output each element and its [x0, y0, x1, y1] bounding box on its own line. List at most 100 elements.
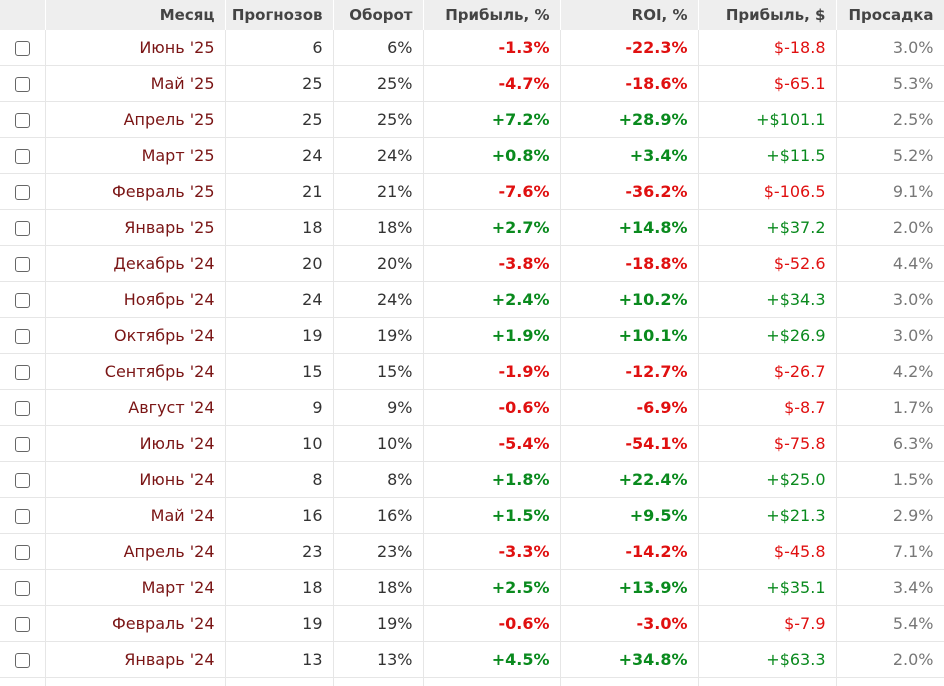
cell-month[interactable]: Июнь '24: [45, 462, 225, 498]
cell-profit-pct: +2.4%: [423, 282, 560, 318]
row-checkbox[interactable]: [0, 30, 45, 66]
header-month[interactable]: Месяц: [45, 0, 225, 30]
row-checkbox[interactable]: [0, 498, 45, 534]
header-profit-pct[interactable]: Прибыль, %: [423, 0, 560, 30]
row-checkbox[interactable]: [0, 426, 45, 462]
cell-forecasts: 21: [225, 174, 333, 210]
checkbox[interactable]: [15, 581, 30, 596]
cell-month[interactable]: Март '25: [45, 138, 225, 174]
cell-month[interactable]: Декабрь '24: [45, 246, 225, 282]
row-checkbox[interactable]: [0, 246, 45, 282]
cell-drawdown: 2.5%: [836, 102, 944, 138]
cell-month[interactable]: Июнь '25: [45, 30, 225, 66]
row-checkbox[interactable]: [0, 138, 45, 174]
cell-month[interactable]: Январь '25: [45, 210, 225, 246]
cell-profit-usd: $-7.9: [698, 606, 836, 642]
checkbox[interactable]: [15, 617, 30, 632]
cell-month[interactable]: Март '24: [45, 570, 225, 606]
cell-turnover: 24%: [333, 138, 423, 174]
row-checkbox[interactable]: [0, 282, 45, 318]
row-checkbox[interactable]: [0, 642, 45, 678]
header-roi[interactable]: ROI, %: [560, 0, 698, 30]
row-checkbox[interactable]: [0, 534, 45, 570]
row-checkbox[interactable]: [0, 318, 45, 354]
cell-month[interactable]: Январь '24: [45, 642, 225, 678]
cell-forecasts: 19: [225, 318, 333, 354]
cell-profit-pct: -7.6%: [423, 174, 560, 210]
row-checkbox[interactable]: [0, 390, 45, 426]
cell-profit-usd: +$26.9: [698, 318, 836, 354]
cell-month[interactable]: Сентябрь '24: [45, 354, 225, 390]
cell-forecasts: 23: [225, 534, 333, 570]
checkbox[interactable]: [15, 437, 30, 452]
cell-turnover: 9%: [333, 390, 423, 426]
cell-month[interactable]: Ноябрь '24: [45, 282, 225, 318]
checkbox[interactable]: [15, 41, 30, 56]
cell-month[interactable]: Октябрь '24: [45, 318, 225, 354]
cell-forecasts: 24: [225, 282, 333, 318]
cell-profit-usd: +$37.2: [698, 210, 836, 246]
cell-profit-usd: $-52.6: [698, 246, 836, 282]
header-forecasts[interactable]: Прогнозов: [225, 0, 333, 30]
checkbox[interactable]: [15, 545, 30, 560]
cell-profit-usd: +$34.3: [698, 282, 836, 318]
checkbox[interactable]: [15, 401, 30, 416]
checkbox[interactable]: [15, 221, 30, 236]
cell-month[interactable]: Февраль '24: [45, 606, 225, 642]
cell-month[interactable]: Август '24: [45, 390, 225, 426]
row-checkbox[interactable]: [0, 66, 45, 102]
checkbox[interactable]: [15, 185, 30, 200]
cell-forecasts: 20: [225, 246, 333, 282]
checkbox[interactable]: [15, 77, 30, 92]
header-turnover[interactable]: Оборот: [333, 0, 423, 30]
checkbox[interactable]: [15, 149, 30, 164]
row-checkbox[interactable]: [0, 570, 45, 606]
cell-profit-pct: +4.5%: [423, 642, 560, 678]
checkbox[interactable]: [15, 653, 30, 668]
checkbox[interactable]: [15, 329, 30, 344]
row-checkbox[interactable]: [0, 210, 45, 246]
checkbox[interactable]: [15, 509, 30, 524]
cell-month[interactable]: Май '24: [45, 498, 225, 534]
row-checkbox[interactable]: [0, 174, 45, 210]
header-profit-usd[interactable]: Прибыль, $: [698, 0, 836, 30]
checkbox[interactable]: [15, 473, 30, 488]
cell-forecasts: 10: [225, 426, 333, 462]
row-checkbox[interactable]: [0, 102, 45, 138]
cell-profit-pct: -1.9%: [423, 354, 560, 390]
cell-month[interactable]: Июль '24: [45, 426, 225, 462]
cell-drawdown: 2.0%: [836, 210, 944, 246]
cell-month[interactable]: Апрель '24: [45, 534, 225, 570]
cell-month[interactable]: Май '25: [45, 66, 225, 102]
cell-month[interactable]: Февраль '25: [45, 174, 225, 210]
row-checkbox[interactable]: [0, 354, 45, 390]
checkbox[interactable]: [15, 293, 30, 308]
checkbox[interactable]: [15, 113, 30, 128]
cell-profit-pct: +1.5%: [423, 498, 560, 534]
checkbox[interactable]: [15, 257, 30, 272]
header-drawdown[interactable]: Просадка: [836, 0, 944, 30]
checkbox[interactable]: [15, 365, 30, 380]
row-checkbox[interactable]: [0, 606, 45, 642]
row-checkbox[interactable]: [0, 462, 45, 498]
cell-profit-usd: +$11.5: [698, 138, 836, 174]
cell-month[interactable]: Апрель '25: [45, 102, 225, 138]
